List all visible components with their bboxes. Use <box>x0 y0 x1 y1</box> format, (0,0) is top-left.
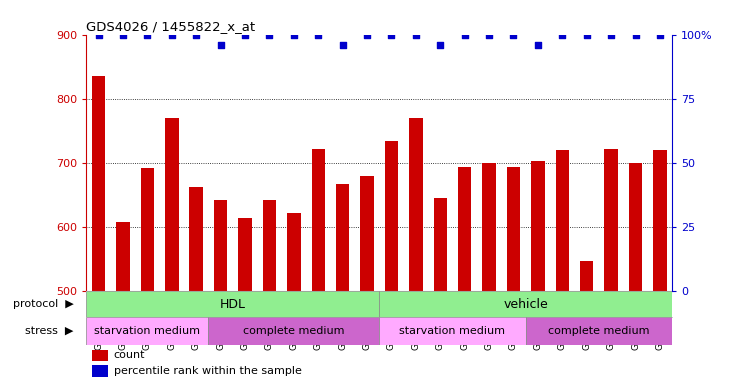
Text: complete medium: complete medium <box>243 326 345 336</box>
Text: protocol  ▶: protocol ▶ <box>13 299 74 309</box>
Bar <box>238 218 252 291</box>
Text: starvation medium: starvation medium <box>95 326 201 336</box>
Bar <box>379 317 526 345</box>
Point <box>166 31 178 38</box>
Point <box>141 31 153 38</box>
Text: HDL: HDL <box>220 298 246 311</box>
Bar <box>92 350 108 361</box>
Text: percentile rank within the sample: percentile rank within the sample <box>114 366 302 376</box>
Point <box>434 42 446 48</box>
Bar <box>116 222 130 291</box>
Bar <box>86 317 209 345</box>
Bar <box>312 149 325 291</box>
Text: count: count <box>114 350 145 360</box>
Bar <box>287 213 300 291</box>
Bar <box>629 163 642 291</box>
Point <box>336 42 348 48</box>
Point <box>361 31 373 38</box>
Point <box>654 31 666 38</box>
Bar <box>433 198 447 291</box>
Bar <box>580 261 593 291</box>
Point <box>92 31 104 38</box>
Point <box>556 31 569 38</box>
Bar <box>409 118 423 291</box>
Bar <box>140 168 154 291</box>
Text: stress  ▶: stress ▶ <box>25 326 74 336</box>
Point <box>605 31 617 38</box>
Point <box>239 31 251 38</box>
Bar <box>360 176 374 291</box>
Point <box>532 42 544 48</box>
Point <box>459 31 471 38</box>
Point <box>117 31 129 38</box>
Bar <box>526 317 672 345</box>
Point <box>264 31 276 38</box>
Point <box>508 31 520 38</box>
Bar <box>556 150 569 291</box>
Bar <box>385 141 398 291</box>
Bar <box>507 167 520 291</box>
Point <box>190 31 202 38</box>
Point <box>215 42 227 48</box>
Text: starvation medium: starvation medium <box>400 326 505 336</box>
Bar <box>531 161 544 291</box>
Text: vehicle: vehicle <box>503 298 548 311</box>
Bar <box>263 200 276 291</box>
Text: complete medium: complete medium <box>548 326 650 336</box>
Point <box>581 31 593 38</box>
Point <box>483 31 495 38</box>
Bar <box>92 76 105 291</box>
Bar <box>165 118 179 291</box>
Bar <box>482 163 496 291</box>
Bar <box>458 167 472 291</box>
Bar <box>653 150 667 291</box>
Point <box>629 31 641 38</box>
Bar <box>209 317 379 345</box>
Bar <box>189 187 203 291</box>
Point <box>288 31 300 38</box>
Bar <box>86 291 379 317</box>
Bar <box>379 291 672 317</box>
Bar <box>92 366 108 377</box>
Point <box>312 31 324 38</box>
Point <box>410 31 422 38</box>
Point <box>385 31 397 38</box>
Bar <box>214 200 228 291</box>
Bar <box>336 184 349 291</box>
Bar <box>605 149 618 291</box>
Text: GDS4026 / 1455822_x_at: GDS4026 / 1455822_x_at <box>86 20 255 33</box>
